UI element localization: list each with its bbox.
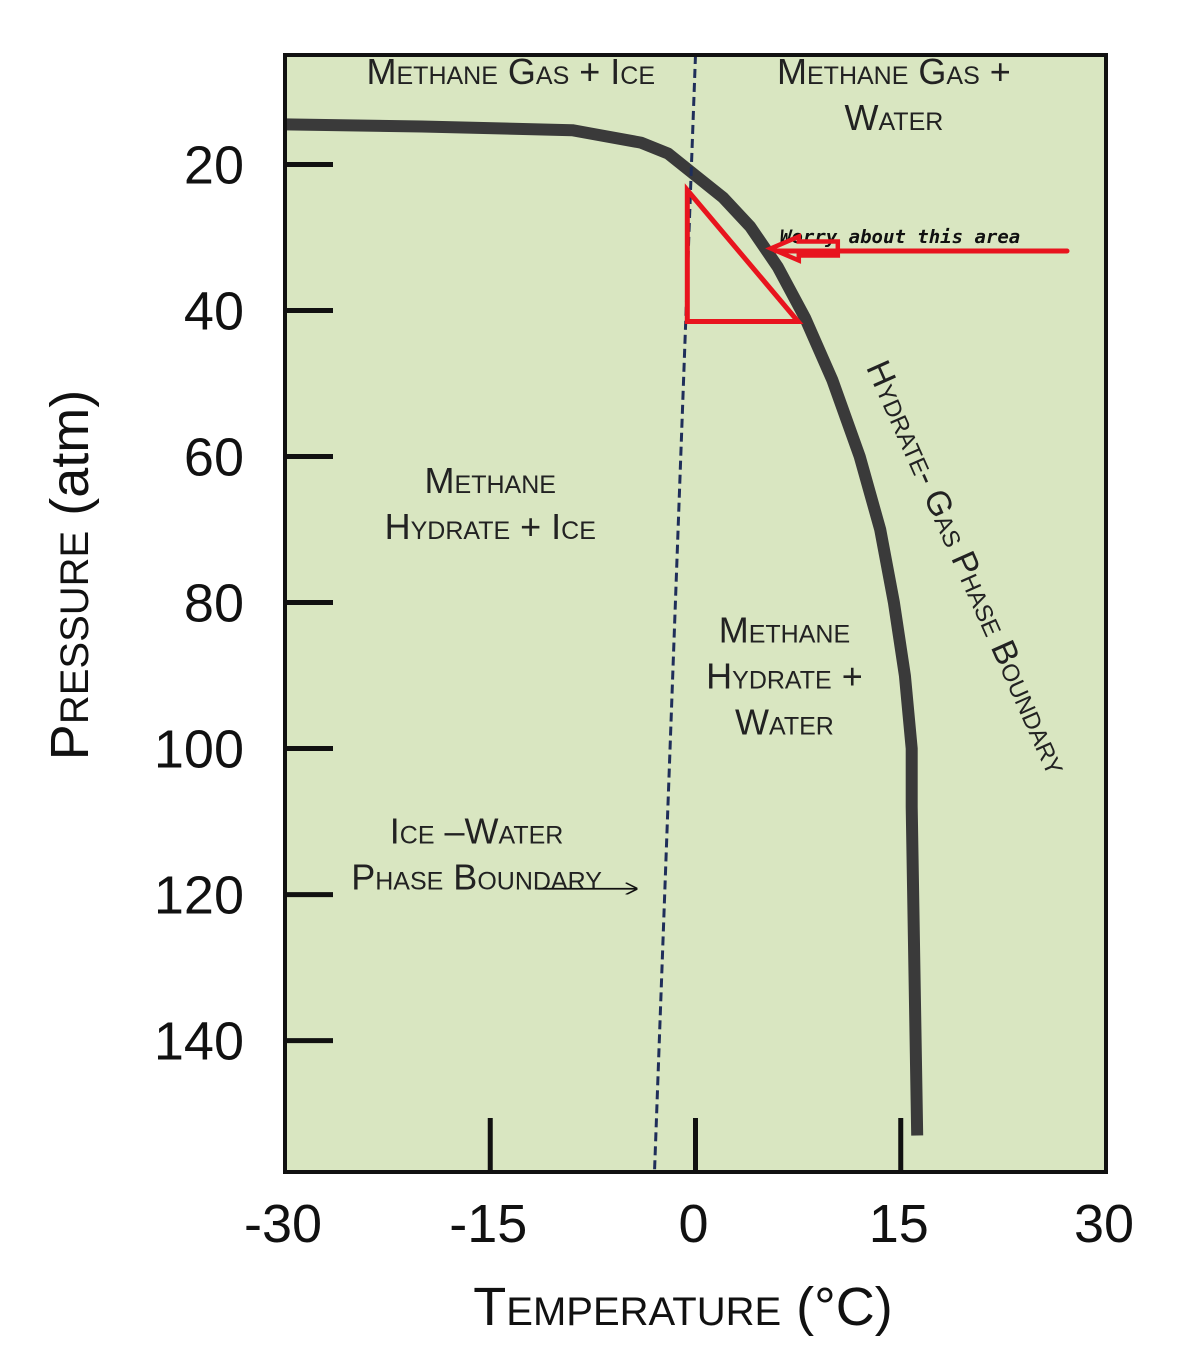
worry-area-arrow [765,233,841,264]
x-tick-label-15: 15 [869,1194,929,1254]
methane-gas-water-line-1: Methane Gas + [777,51,1011,92]
x-axis-title-rest: EMPERATURE [506,1290,781,1334]
y-axis-title: PRESSURE (atm) [40,390,100,760]
y-tick-label-40: 40 [184,282,244,342]
methane-hydrate-ice-line-1: Methane [425,460,556,501]
x-axis-title-unit: (°C) [781,1277,893,1337]
plot-area [285,55,1106,1172]
x-tick-label-0: 0 [678,1194,708,1254]
x-tick-label-30: 30 [1074,1194,1134,1254]
x-axis-title: TEMPERATURE (°C) [473,1277,892,1337]
methane-hydrate-ice-line-2: Hydrate + Ice [385,506,596,547]
methane-gas-water-line-2: Water [845,97,944,138]
x-tick-label--30: -30 [244,1194,322,1254]
y-tick-label-120: 120 [154,866,244,926]
y-tick-label-20: 20 [184,136,244,196]
y-tick-label-100: 100 [154,720,244,780]
hydrate-gas-boundary-curve [284,118,924,1136]
ice-water-boundary-label-line-1: Ice –Water [390,810,564,851]
worry-area-triangle [684,183,804,324]
methane-hydrate-water-line-3: Water [735,702,834,743]
y-tick-label-60: 60 [184,428,244,488]
methane-hydrate-water-line-2: Hydrate + [706,656,863,697]
methane-hydrate-water-line-1: Methane [719,610,850,651]
x-axis-title-initial: T [473,1277,506,1337]
y-axis-title-unit: (atm) [40,390,100,531]
y-tick-label-140: 140 [154,1012,244,1072]
y-tick-label-80: 80 [184,574,244,634]
worry-note-text: Worry about this area [780,226,1020,248]
methane-gas-ice-line-1: Methane Gas + Ice [367,51,656,92]
ice-water-boundary-label-line-2: Phase Boundary [351,856,602,897]
y-axis-title-initial: P [40,724,100,760]
x-tick-label--15: -15 [449,1194,527,1254]
y-axis-title-rest: RESSURE [53,531,97,724]
